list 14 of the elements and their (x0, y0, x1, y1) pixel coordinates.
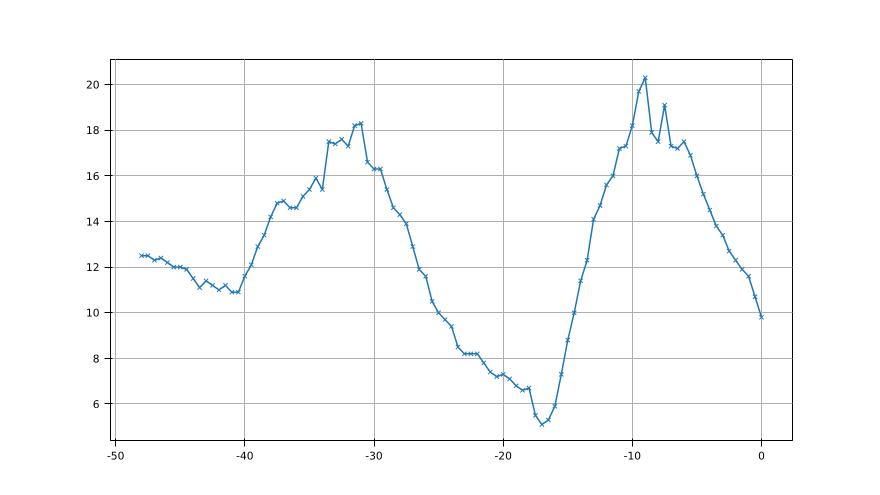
x-tick-label: -10 (624, 450, 642, 462)
y-tick-label: 16 (86, 170, 100, 183)
x-tick-label: 0 (758, 450, 766, 462)
x-tick-label: -40 (236, 450, 254, 462)
y-tick-label: 18 (86, 124, 100, 138)
x-tick-label: -20 (494, 450, 512, 462)
y-tick-label: 6 (92, 398, 100, 411)
y-tick-label: 8 (92, 352, 100, 366)
y-tick-label: 10 (86, 306, 100, 320)
x-tick-label: -30 (365, 450, 383, 462)
y-tick-label: 14 (86, 215, 100, 228)
y-tick-label: 12 (86, 261, 100, 274)
y-tick-label: 20 (86, 78, 100, 92)
x-tick-label: -50 (106, 450, 125, 462)
